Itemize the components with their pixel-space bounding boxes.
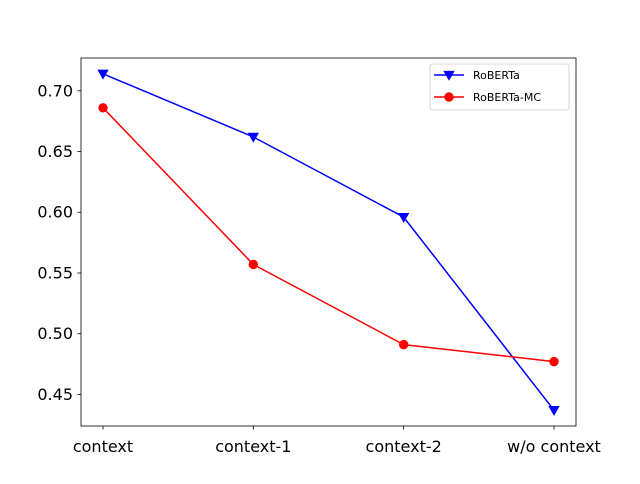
data-point-roberta-mc-2	[398, 339, 409, 350]
series-roberta	[97, 69, 560, 417]
series-layer	[97, 69, 560, 417]
legend: RoBERTa RoBERTa-MC	[429, 63, 570, 111]
axes-layer: 0.45 0.50 0.55 0.60 0.65 0.70 context context-1…	[37, 57, 601, 456]
axes-frame	[80, 57, 577, 427]
y-tick-label: 0.55	[37, 263, 73, 282]
x-tick-label: context	[73, 437, 133, 456]
y-tick-label: 0.60	[37, 203, 73, 222]
y-tick-label: 0.50	[37, 324, 73, 343]
x-tick-label: w/o context	[507, 437, 601, 456]
x-tick-label: context-1	[215, 437, 291, 456]
data-point-roberta-1	[247, 132, 260, 143]
data-point-roberta-mc-0	[98, 103, 108, 113]
series-line-roberta	[102, 73, 555, 411]
data-point-roberta-mc-3	[549, 356, 559, 367]
data-point-roberta-2	[397, 212, 410, 223]
y-tick-label: 0.45	[37, 385, 73, 404]
data-point-roberta-0	[97, 69, 109, 80]
y-tick-label: 0.65	[37, 142, 73, 161]
legend-label-roberta: RoBERTa	[473, 69, 520, 82]
series-line-roberta-mc	[102, 107, 555, 363]
legend-marker-roberta	[443, 70, 455, 81]
data-point-roberta-3	[548, 406, 560, 417]
y-tick-label: 0.70	[37, 81, 73, 100]
legend-item-roberta-mc: RoBERTa-MC	[434, 91, 541, 104]
series-roberta-mc	[98, 103, 559, 367]
legend-box	[429, 63, 570, 111]
legend-label-roberta-mc: RoBERTa-MC	[473, 91, 541, 104]
x-tick-label: context-2	[366, 437, 442, 456]
data-point-roberta-mc-1	[248, 259, 259, 270]
legend-marker-roberta-mc	[444, 92, 454, 102]
legend-item-roberta: RoBERTa	[434, 69, 520, 82]
